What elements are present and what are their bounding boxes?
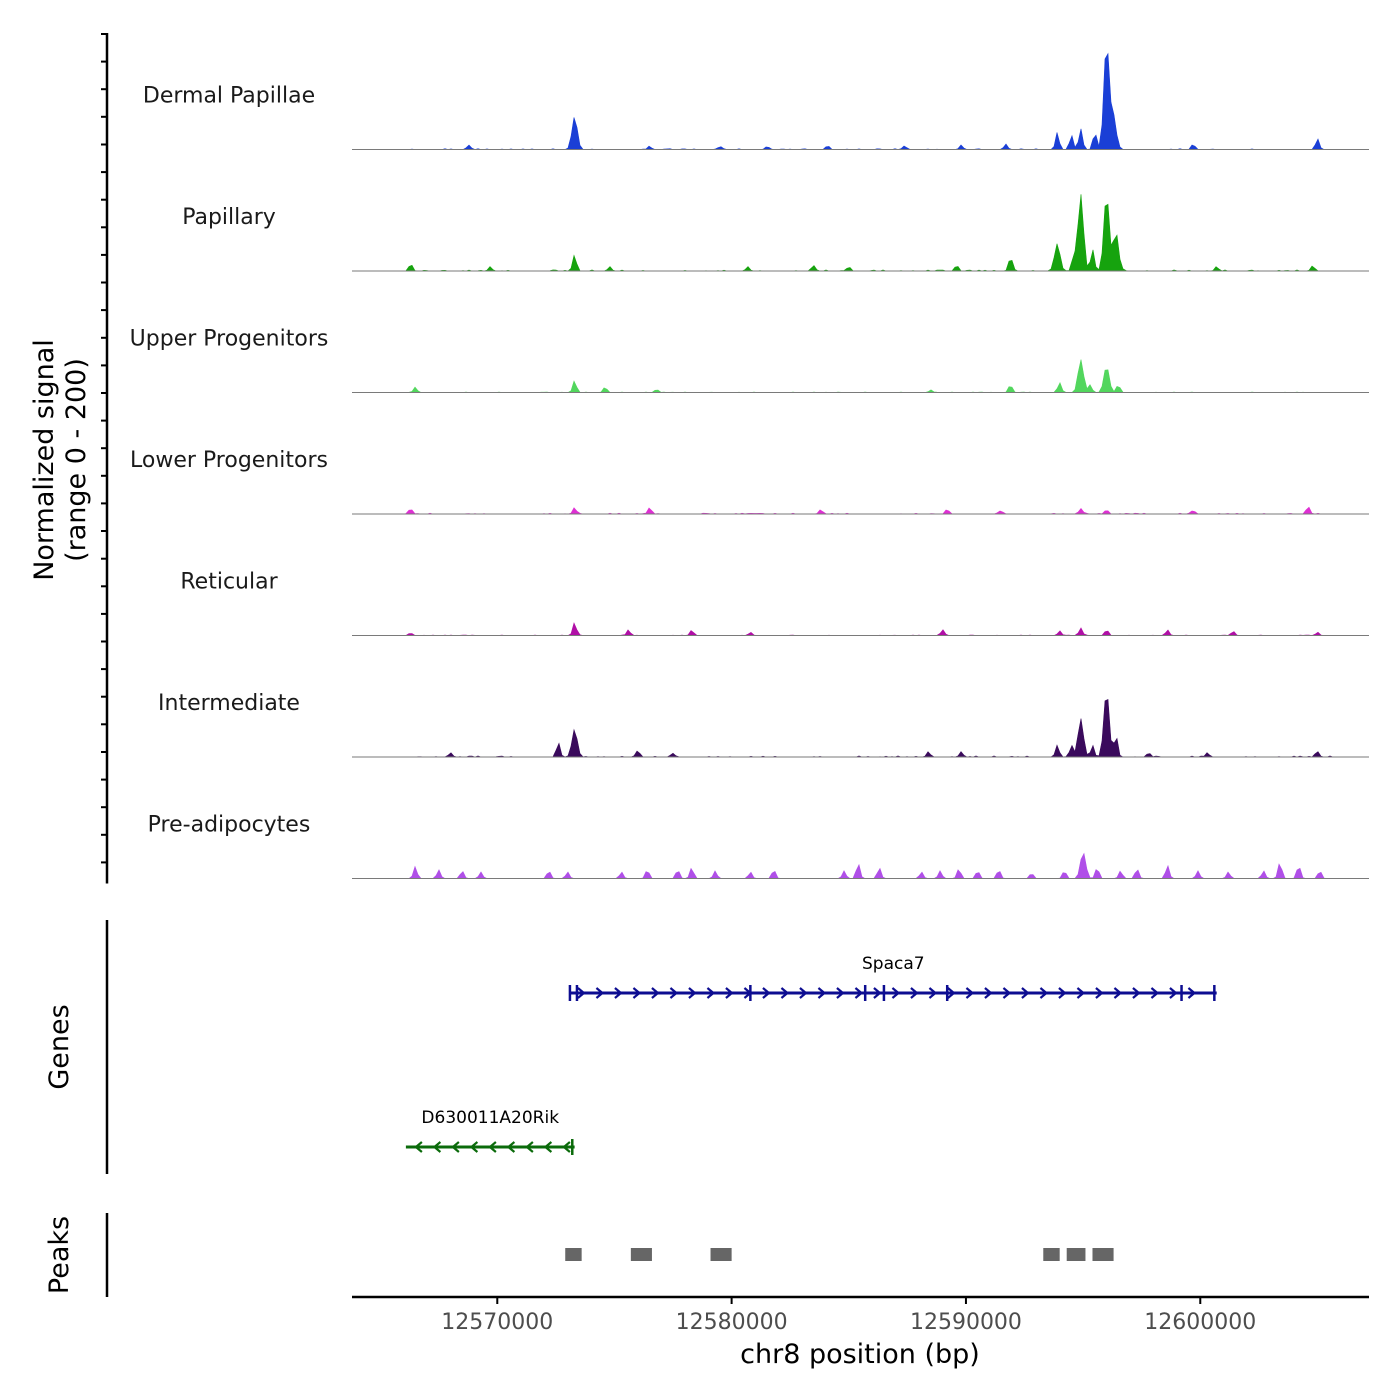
strand-chevron [688, 987, 697, 999]
peak-regions [565, 1248, 1114, 1261]
track-label: Dermal Papillae [143, 84, 315, 109]
peak-region [565, 1248, 582, 1261]
strand-chevron [577, 987, 586, 999]
peak-region [710, 1248, 732, 1261]
x-tick-label: 12580000 [676, 1310, 788, 1335]
track-pre-adipocytes: Pre-adipocytes [148, 813, 1369, 879]
strand-chevron [1169, 987, 1178, 999]
coverage-tracks: Dermal Papillae Papillary Upper Progenitor… [130, 52, 1369, 879]
x-axis-label: chr8 position (bp) [740, 1339, 980, 1370]
strand-chevron [836, 987, 845, 999]
x-tick-label: 12570000 [441, 1310, 553, 1335]
strand-chevron [651, 987, 660, 999]
track-reticular: Reticular [180, 570, 1369, 636]
strand-chevron [488, 1141, 497, 1153]
track-label: Upper Progenitors [130, 327, 329, 352]
peak-region [1043, 1248, 1060, 1261]
strand-chevron [1076, 987, 1086, 999]
track-intermediate: Intermediate [158, 691, 1369, 758]
track-dermal-papillae: Dermal Papillae [143, 52, 1369, 150]
strand-chevron [1021, 987, 1030, 999]
coverage-y-label-line2: (range 0 - 200) [61, 358, 92, 562]
strand-chevron [632, 987, 642, 999]
gene-spaca7: Spaca7 [568, 954, 1217, 1001]
track-label: Intermediate [158, 691, 300, 716]
gene-d630011a20rik: D630011A20Rik [405, 1108, 575, 1155]
signal-area [352, 622, 1369, 636]
signal-area [352, 194, 1369, 272]
strand-chevron [469, 1141, 479, 1153]
track-upper-progenitors: Upper Progenitors [130, 327, 1369, 393]
strand-chevron [1039, 987, 1049, 999]
peaks-y-label: Peaks [44, 1216, 75, 1294]
track-lower-progenitors: Lower Progenitors [130, 448, 1369, 515]
strand-chevron [451, 1141, 460, 1153]
strand-chevron [928, 987, 938, 999]
strand-chevron [1058, 987, 1067, 999]
strand-chevron [1113, 987, 1123, 999]
x-axis-ticks: 12570000 12580000 12590000 12600000 [441, 1297, 1256, 1335]
strand-chevron [984, 987, 993, 999]
strand-chevron [725, 987, 734, 999]
strand-chevron [1150, 987, 1160, 999]
gene-label: D630011A20Rik [421, 1108, 559, 1128]
track-label: Pre-adipocytes [148, 813, 311, 838]
signal-area [352, 852, 1369, 879]
peak-region [630, 1248, 652, 1261]
track-label: Lower Progenitors [130, 448, 328, 473]
signal-area [352, 52, 1369, 150]
strand-chevron [910, 987, 919, 999]
gene-label: Spaca7 [862, 954, 925, 974]
strand-chevron [414, 1141, 423, 1153]
coverage-y-axis [101, 33, 109, 884]
coverage-y-label-line1: Normalized signal [29, 339, 60, 581]
strand-chevron [506, 1141, 516, 1153]
strand-chevron [1002, 987, 1012, 999]
strand-chevron [873, 987, 882, 999]
strand-chevron [799, 987, 808, 999]
strand-chevron [543, 1141, 553, 1153]
strand-chevron [432, 1141, 442, 1153]
x-tick-label: 12590000 [910, 1310, 1022, 1335]
strand-chevron [817, 987, 827, 999]
peak-region [1092, 1248, 1114, 1261]
strand-chevron [562, 1141, 571, 1153]
strand-chevron [1132, 987, 1141, 999]
gene-annotations: Spaca7 D630011A20Rik [405, 954, 1217, 1155]
strand-chevron [762, 987, 771, 999]
signal-area [352, 506, 1369, 515]
peak-region [1066, 1248, 1086, 1261]
strand-chevron [525, 1141, 534, 1153]
strand-chevron [854, 987, 864, 999]
genes-y-label: Genes [44, 1004, 75, 1089]
strand-chevron [1187, 987, 1197, 999]
strand-chevron [891, 987, 901, 999]
x-tick-label: 12600000 [1144, 1310, 1256, 1335]
track-label: Papillary [182, 205, 276, 230]
strand-chevron [1095, 987, 1104, 999]
strand-chevron [669, 987, 679, 999]
strand-chevron [965, 987, 975, 999]
track-papillary: Papillary [182, 194, 1369, 272]
strand-chevron [706, 987, 716, 999]
strand-chevron [780, 987, 790, 999]
track-label: Reticular [180, 570, 278, 595]
signal-area [352, 699, 1369, 758]
strand-chevron [614, 987, 623, 999]
strand-chevron [947, 987, 956, 999]
strand-chevron [595, 987, 605, 999]
signal-area [352, 359, 1369, 393]
